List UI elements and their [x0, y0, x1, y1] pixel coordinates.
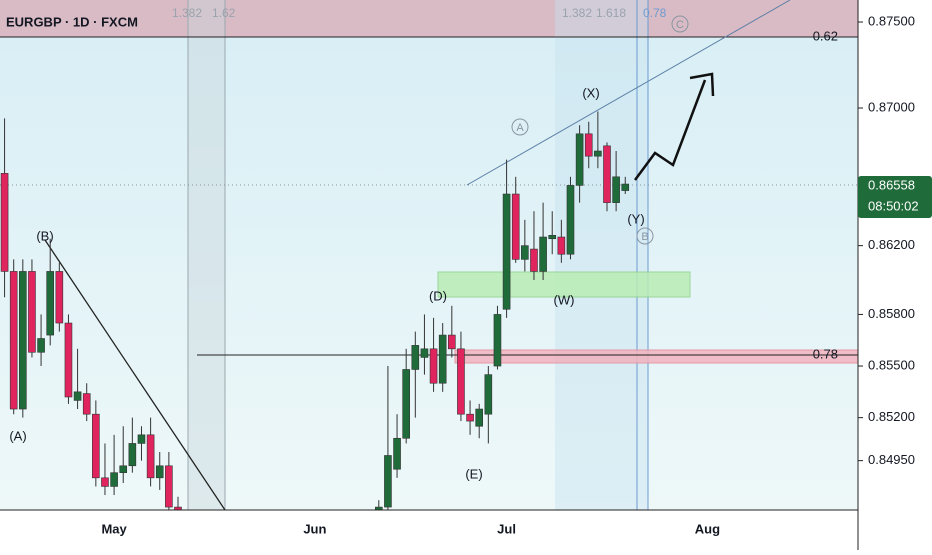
trend-line	[466, 0, 791, 186]
candle-body	[566, 185, 575, 255]
candle-body	[174, 506, 182, 510]
wave-label: (B)	[36, 228, 53, 243]
candle-body	[411, 345, 420, 370]
candle-body	[155, 465, 164, 479]
wave-label: B	[641, 231, 648, 243]
candle-body	[28, 271, 36, 353]
candle-body	[511, 193, 520, 260]
candles	[0, 111, 630, 510]
candle-body	[402, 369, 410, 439]
candle-body	[384, 455, 392, 508]
time-band	[188, 0, 225, 510]
candle-body	[165, 465, 173, 508]
candle-body	[621, 183, 630, 191]
candle-body	[110, 472, 118, 487]
wave-circle	[671, 15, 689, 33]
fib-zone-top	[0, 0, 858, 37]
wave-label: A	[516, 122, 524, 134]
y-tick-label: 0.87000	[868, 99, 915, 114]
y-tick-label: 0.86200	[868, 237, 915, 252]
candle-body	[46, 271, 55, 336]
candle-body	[420, 348, 429, 358]
x-tick-label: Jul	[497, 521, 516, 536]
candle-body	[92, 413, 100, 479]
candle-body	[37, 338, 45, 353]
wave-label: (A)	[9, 428, 26, 443]
x-tick-label: Jun	[303, 521, 326, 536]
x-tick-label: Aug	[695, 521, 720, 536]
candle-body	[128, 443, 137, 467]
candle-body	[429, 348, 438, 384]
candle-body	[82, 393, 91, 415]
candle-body	[457, 348, 465, 415]
candle-body	[101, 477, 109, 487]
candle-body	[55, 271, 64, 324]
candle-body	[493, 314, 502, 367]
last-price-box	[858, 176, 932, 218]
wave-label: (D)	[429, 288, 447, 303]
candle-body	[612, 176, 620, 203]
candle-body	[484, 374, 493, 415]
plot-area	[0, 0, 858, 510]
candle-body	[575, 133, 584, 186]
fib-label: 0.78	[643, 6, 667, 20]
trend-line	[44, 239, 226, 511]
candle-body	[64, 322, 73, 398]
y-tick-label: 0.84950	[868, 452, 915, 467]
wave-circle	[511, 118, 529, 136]
y-tick-label: 0.85500	[868, 357, 915, 372]
candle-body	[137, 434, 146, 444]
candle-body	[539, 236, 547, 272]
candle-body	[73, 391, 82, 401]
candle-body	[594, 150, 602, 157]
x-tick-label: May	[101, 521, 127, 536]
candle-body	[374, 506, 383, 510]
y-tick-label: 0.85800	[868, 306, 915, 321]
arrow-head	[689, 72, 715, 97]
wave-label: C	[676, 19, 684, 31]
candle-body	[19, 271, 27, 410]
wave-circle	[636, 227, 654, 245]
time-band	[555, 0, 648, 510]
countdown: 08:50:02	[868, 198, 919, 213]
level-label: 0.78	[813, 346, 838, 361]
candle-body	[603, 145, 611, 203]
wave-label: (X)	[582, 85, 599, 100]
y-tick-label: 0.85200	[868, 409, 915, 424]
level-label: 0.62	[813, 28, 838, 43]
candle-body	[393, 437, 401, 470]
candle-body	[521, 245, 529, 260]
candle-body	[448, 334, 456, 350]
fib-label: 1.382	[562, 6, 592, 20]
wave-label: (W)	[554, 292, 575, 307]
candle-body	[9, 271, 18, 410]
wave-label: (Y)	[627, 211, 644, 226]
candle-body	[438, 334, 447, 384]
candle-body	[557, 236, 566, 255]
fib-zone	[454, 349, 859, 364]
candle-body	[584, 133, 593, 157]
candle-body	[146, 434, 155, 479]
demand-zone	[437, 271, 691, 298]
last-price: 0.86558	[868, 177, 915, 192]
projection-arrow	[633, 79, 707, 181]
y-tick-label: 0.87500	[868, 13, 915, 28]
fib-label: 1.382	[172, 6, 202, 20]
wave-label: (E)	[465, 466, 482, 481]
candle-body	[548, 235, 557, 240]
candle-body	[119, 465, 128, 473]
candle-body	[502, 193, 511, 310]
candle-body	[0, 173, 9, 272]
fib-label: 1.618	[596, 6, 626, 20]
fib-label: 1.62	[212, 6, 236, 20]
candle-body	[475, 408, 484, 427]
candle-body	[466, 413, 474, 422]
candle-body	[530, 248, 538, 272]
chart-title: EURGBP · 1D · FXCM	[6, 14, 138, 29]
